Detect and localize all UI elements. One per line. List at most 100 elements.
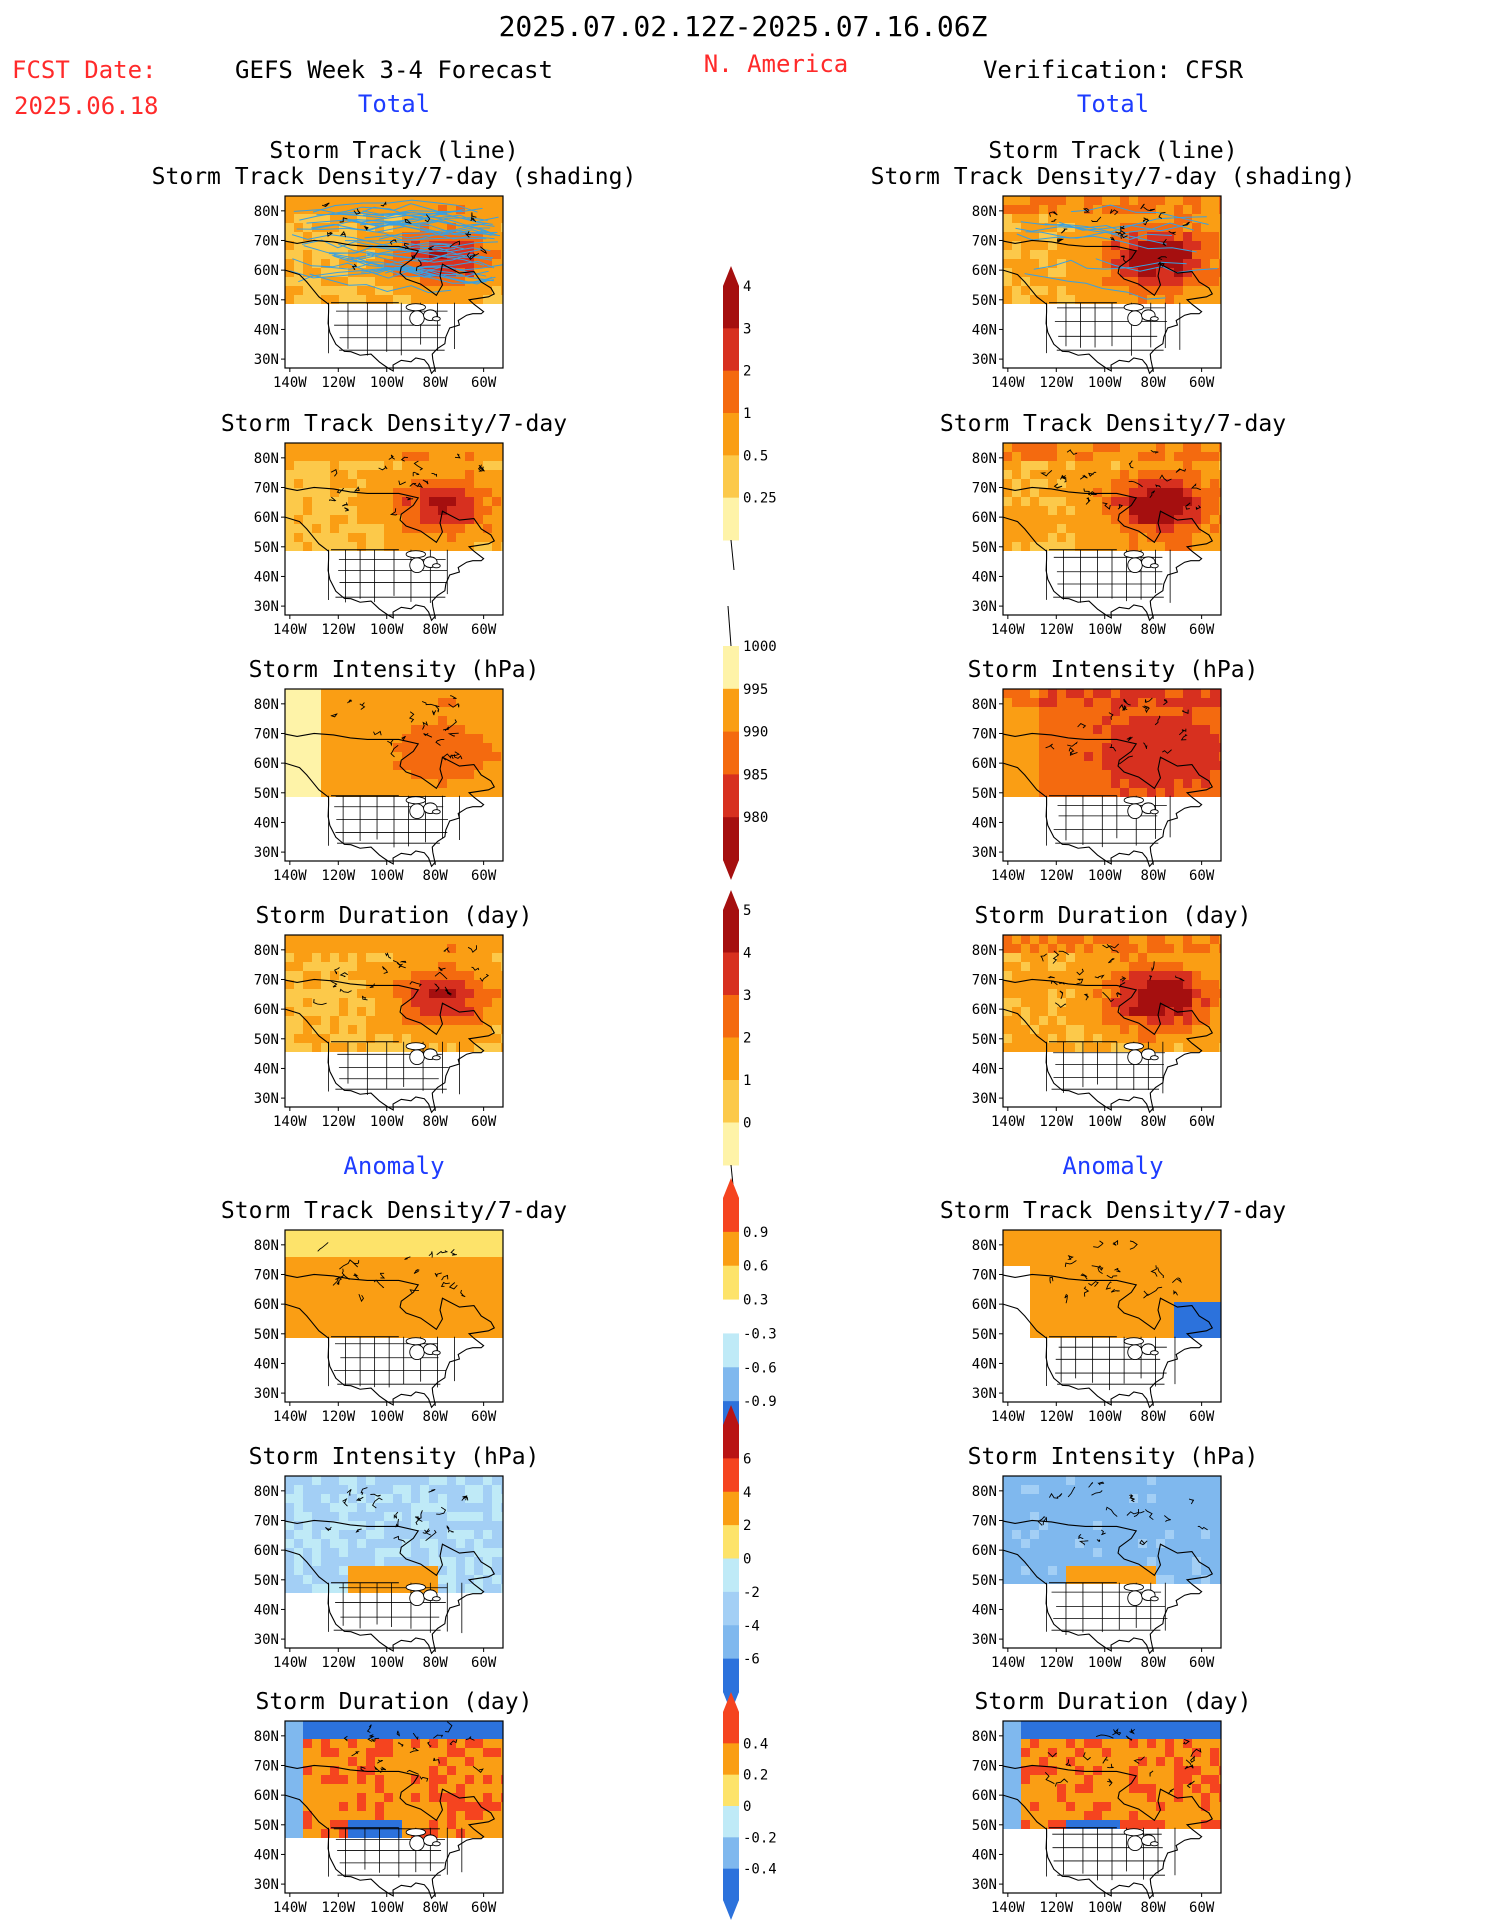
fcst-date-label: FCST Date:: [12, 56, 157, 84]
colorbar-label: 2: [743, 1031, 751, 1047]
lat-tick-label: 40N: [972, 815, 997, 831]
colorbar-swatch: [723, 1774, 739, 1807]
lat-tick-label: 70N: [972, 726, 997, 742]
lat-tick-label: 80N: [972, 943, 997, 959]
map-frame-3-gefs: [284, 688, 504, 862]
lat-tick-label: 60N: [254, 1543, 279, 1559]
map-panel-2-cfsr: Storm Track Density/7-day 80N 70N 60N 50N 40N…: [940, 411, 1286, 638]
lon-tick-label: 60W: [471, 1114, 497, 1130]
lat-tick-label: 70N: [972, 233, 997, 249]
fcst-date-value: 2025.06.18: [14, 92, 159, 120]
lon-tick-label: 120W: [321, 1655, 355, 1671]
colorbar-label: 4: [743, 1485, 751, 1501]
lon-tick-label: 100W: [1088, 1114, 1122, 1130]
lat-tick-label: 70N: [254, 1267, 279, 1283]
lat-tick-label: 80N: [254, 1729, 279, 1745]
colorbar-label: -0.9: [743, 1394, 777, 1410]
lon-tick-label: 60W: [471, 375, 497, 391]
heat-field-6-cfsr: [1003, 1476, 1221, 1584]
map-panel-7-gefs: Storm Duration (day) 80N 70N 60N 50N 40N 30N 14…: [254, 1689, 533, 1916]
lon-tick-label: 80W: [423, 375, 449, 391]
lat-tick-label: 40N: [972, 1061, 997, 1077]
lat-tick-label: 40N: [254, 1847, 279, 1863]
map-panels: Storm Track (line)Storm Track Density/7-…: [152, 138, 1356, 1916]
lon-tick-label: 120W: [1039, 1409, 1073, 1425]
colorbar-swatch: [723, 1231, 739, 1267]
lat-tick-label: 30N: [972, 1877, 997, 1893]
colorbar-label: 0: [743, 1116, 751, 1132]
lat-tick-label: 40N: [254, 569, 279, 585]
lon-tick-label: 80W: [423, 1409, 449, 1425]
lon-tick-label: 100W: [370, 868, 404, 884]
map-frame-1-gefs: [284, 195, 504, 369]
lon-tick-label: 120W: [1039, 1900, 1073, 1916]
lon-tick-label: 60W: [1189, 622, 1215, 638]
lat-tick-label: 60N: [972, 756, 997, 772]
colorbar-label: 1: [743, 1073, 751, 1089]
lat-tick-label: 50N: [254, 786, 279, 802]
lat-tick-label: 70N: [254, 480, 279, 496]
lon-tick-label: 80W: [423, 1900, 449, 1916]
colorbar-swatch: [723, 1299, 739, 1334]
colorbar-swatch: [723, 1458, 739, 1493]
region-title: N. America: [704, 50, 849, 78]
map-frame-6-gefs: [284, 1475, 504, 1649]
colorbar-label: 995: [743, 682, 768, 698]
lon-tick-label: 120W: [1039, 1655, 1073, 1671]
lat-tick-label: 50N: [972, 1327, 997, 1343]
lon-tick-label: 80W: [423, 868, 449, 884]
colorbar-swatch: [723, 328, 739, 372]
panel-title-6-cfsr-0: Storm Intensity (hPa): [968, 1444, 1259, 1470]
heat-field-4-cfsr: [1003, 935, 1221, 1052]
left-total-label: Total: [358, 90, 430, 118]
lon-tick-label: 100W: [1088, 622, 1122, 638]
map-frame-1-cfsr: [1002, 195, 1222, 369]
lat-tick-label: 70N: [254, 1513, 279, 1529]
lon-tick-label: 80W: [1141, 1900, 1167, 1916]
colorbar-label: -2: [743, 1585, 760, 1601]
lon-tick-label: 120W: [321, 1900, 355, 1916]
colorbar-label: 0.6: [743, 1259, 768, 1275]
lon-tick-label: 80W: [1141, 1114, 1167, 1130]
lat-tick-label: 50N: [972, 1818, 997, 1834]
lat-tick-label: 40N: [254, 1602, 279, 1618]
lat-tick-label: 40N: [254, 1356, 279, 1372]
lat-tick-label: 30N: [254, 599, 279, 615]
lat-tick-label: 80N: [972, 697, 997, 713]
colorbar-swatch: [723, 688, 739, 733]
colorbar-swatch: [723, 1743, 739, 1776]
panel-title-5-gefs-0: Storm Track Density/7-day: [221, 1198, 567, 1224]
lon-tick-label: 140W: [273, 1655, 307, 1671]
lon-tick-label: 120W: [1039, 1114, 1073, 1130]
colorbar-label: 5: [743, 903, 751, 919]
colorbar-swatch: [723, 1080, 739, 1123]
lon-tick-label: 80W: [1141, 868, 1167, 884]
lat-tick-label: 30N: [254, 1386, 279, 1402]
map-panel-4-cfsr: Storm Duration (day) 80N 70N 60N 50N 40N 30N 14…: [972, 903, 1252, 1130]
lat-tick-label: 70N: [972, 480, 997, 496]
map-frame-7-cfsr: [1002, 1720, 1222, 1894]
map-frame-7-gefs: [284, 1720, 504, 1894]
lon-tick-label: 60W: [471, 622, 497, 638]
lat-tick-label: 50N: [254, 1818, 279, 1834]
left-anomaly-label: Anomaly: [343, 1152, 444, 1180]
colorbar-swatch: [723, 1333, 739, 1368]
lon-tick-label: 100W: [370, 622, 404, 638]
lat-tick-label: 60N: [254, 1788, 279, 1804]
lon-tick-label: 60W: [1189, 375, 1215, 391]
lat-tick-label: 30N: [972, 1091, 997, 1107]
heat-field-3-gefs: [285, 689, 503, 797]
heat-field-6-gefs: [285, 1476, 503, 1593]
colorbar-label: 1: [743, 406, 751, 422]
lat-tick-label: 30N: [254, 1632, 279, 1648]
colorbar-intensity-anom: 6 4 2 0 -2 -4 -6: [723, 1405, 760, 1712]
lon-tick-label: 120W: [321, 1409, 355, 1425]
lon-tick-label: 120W: [321, 375, 355, 391]
lon-tick-label: 60W: [1189, 1409, 1215, 1425]
colorbar-swatch: [723, 1491, 739, 1526]
colorbar-label: -6: [743, 1652, 760, 1668]
lat-tick-label: 60N: [254, 756, 279, 772]
lat-tick-label: 70N: [972, 1267, 997, 1283]
lat-tick-label: 70N: [972, 1758, 997, 1774]
colorbar-label: 0.2: [743, 1768, 768, 1784]
